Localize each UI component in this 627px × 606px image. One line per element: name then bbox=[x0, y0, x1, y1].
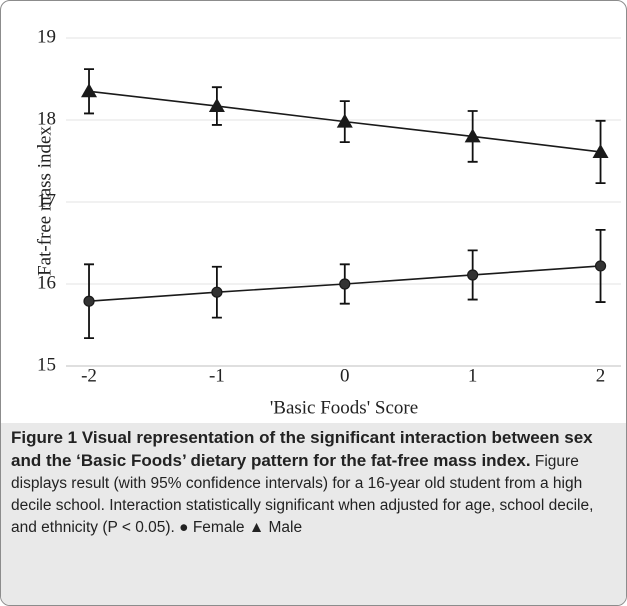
marker bbox=[83, 295, 95, 307]
y-tick-label: 19 bbox=[37, 26, 56, 47]
y-tick-label: 18 bbox=[37, 108, 56, 129]
x-tick-label: 1 bbox=[468, 365, 478, 386]
legend: ● Female ▲ Male bbox=[179, 519, 303, 536]
x-tick-label: 2 bbox=[596, 365, 606, 386]
legend-label: Female bbox=[192, 519, 245, 536]
x-tick-label: -1 bbox=[209, 365, 225, 386]
marker bbox=[464, 128, 481, 143]
y-tick-label: 17 bbox=[37, 190, 56, 211]
marker bbox=[208, 98, 225, 113]
y-tick-label: 16 bbox=[37, 272, 56, 293]
caption-title: Figure 1 Visual representation of the si… bbox=[11, 428, 593, 470]
x-tick-label: -2 bbox=[81, 365, 97, 386]
marker bbox=[336, 113, 353, 128]
caption-text: Figure displays result (with 95% confide… bbox=[11, 453, 594, 536]
x-tick-label: 0 bbox=[340, 365, 350, 386]
marker bbox=[467, 269, 479, 281]
marker bbox=[592, 143, 609, 158]
x-axis-label: 'Basic Foods' Score bbox=[270, 397, 418, 418]
y-axis-label: Fat-free mass index bbox=[34, 126, 55, 276]
marker bbox=[211, 286, 223, 298]
marker bbox=[81, 83, 98, 98]
chart: Fat-free mass index 'Basic Foods' Score … bbox=[34, 26, 621, 418]
marker bbox=[594, 260, 607, 272]
caption: Figure 1 Visual representation of the si… bbox=[1, 423, 626, 605]
legend-label: Male bbox=[268, 519, 303, 536]
y-tick-label: 15 bbox=[37, 354, 56, 375]
marker bbox=[339, 278, 351, 290]
